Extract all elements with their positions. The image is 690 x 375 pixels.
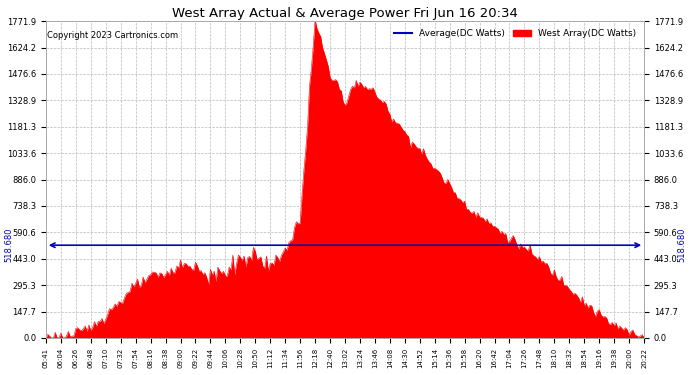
Text: Copyright 2023 Cartronics.com: Copyright 2023 Cartronics.com — [47, 31, 178, 40]
Text: 518.680: 518.680 — [677, 228, 686, 262]
Text: 518.680: 518.680 — [4, 228, 13, 262]
Title: West Array Actual & Average Power Fri Jun 16 20:34: West Array Actual & Average Power Fri Ju… — [172, 7, 518, 20]
Legend: Average(DC Watts), West Array(DC Watts): Average(DC Watts), West Array(DC Watts) — [391, 26, 640, 42]
